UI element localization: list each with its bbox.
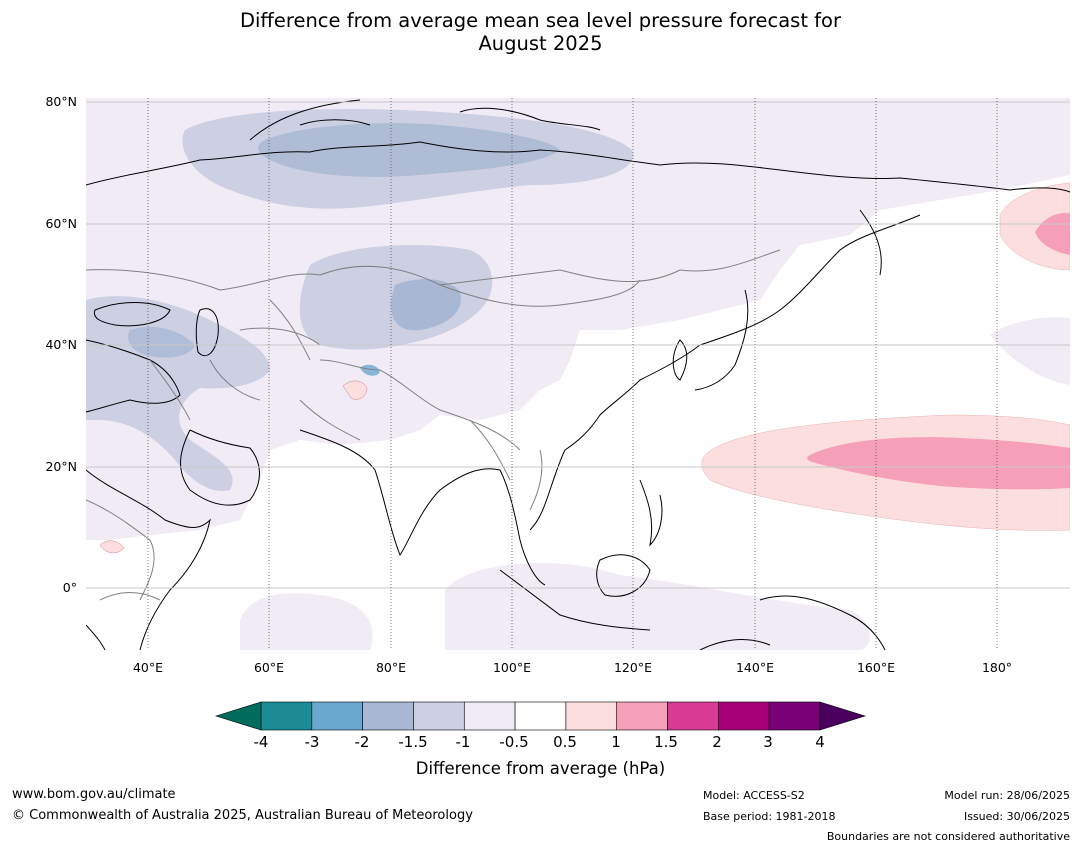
coastline-taymyr: [459, 107, 601, 131]
map-plot: [86, 98, 1070, 650]
map-title: Difference from average mean sea level p…: [0, 9, 1081, 55]
coastline-korea: [672, 339, 688, 381]
colorbar-tick-label: -2: [354, 733, 370, 751]
colorbar-cell: [667, 701, 719, 731]
colorbar-tick-label: 1.5: [654, 733, 678, 751]
colorbar-tick-label: 2: [712, 733, 722, 751]
coastline-mediterranean: [86, 339, 181, 413]
base-period: Base period: 1981-2018: [703, 810, 836, 823]
anomaly-region-pos05-himalaya: [342, 380, 368, 400]
border-russia-south: [86, 249, 781, 291]
latitude-gridlines: [86, 101, 1070, 589]
anomaly-region-neg15-central-asia: [391, 279, 461, 331]
longitude-label-120e: 120°E: [613, 660, 652, 675]
country-borders: [86, 249, 781, 601]
border-china-west: [319, 359, 521, 451]
border-central-asia: [239, 299, 321, 361]
colorbar-tick-label: 1: [611, 733, 621, 751]
coastline-south-asia: [299, 429, 546, 586]
colorbar-cell: [514, 701, 567, 731]
colorbar-cell: [260, 701, 313, 731]
anomaly-region-neg05-pacific: [990, 317, 1070, 385]
longitude-label-160e: 160°E: [856, 660, 895, 675]
anomaly-region-pos05-africa: [99, 540, 125, 554]
coastline-sumatra-java: [499, 569, 651, 631]
longitude-label-180: 180°: [981, 660, 1013, 675]
model-name: Model: ACCESS-S2: [703, 789, 805, 802]
anomaly-region-pos1-northeast-pacific: [1035, 212, 1070, 255]
coastline-philippines: [639, 479, 663, 547]
border-middle-east: [149, 359, 261, 421]
positive-anomaly-regions: [99, 182, 1070, 554]
coastline-australia-north: [699, 639, 771, 650]
longitude-label-80e: 80°E: [375, 660, 407, 675]
colorbar-tick-label: -0.5: [499, 733, 529, 751]
latitude-label-80n: 80°N: [45, 94, 77, 109]
colorbar-cell: [616, 701, 668, 731]
colorbar-cell: [362, 701, 414, 731]
colorbar-tick-label: 4: [815, 733, 825, 751]
colorbar-tick-label: -4: [253, 733, 269, 751]
colorbar-label: Difference from average (hPa): [415, 759, 666, 778]
colorbar-tick-label: -1: [455, 733, 471, 751]
coastline-arctic-eurasia: [86, 141, 1070, 193]
boundaries-disclaimer: Boundaries are not considered authoritat…: [826, 830, 1070, 843]
anomaly-region-neg05-indian: [445, 563, 870, 650]
website-url[interactable]: www.bom.gov.au/climate: [12, 787, 176, 802]
latitude-label-20n: 20°N: [45, 459, 77, 474]
colorbar-cells: [260, 701, 821, 731]
longitude-label-60e: 60°E: [253, 660, 285, 675]
issued-date: Issued: 30/06/2025: [963, 810, 1070, 823]
colorbar-cell: [565, 701, 618, 731]
map-title-line-2: August 2025: [478, 32, 603, 55]
coastline-new-guinea: [759, 595, 886, 650]
coastline-east-asia: [529, 214, 921, 531]
longitude-label-140e: 140°E: [735, 660, 774, 675]
coastline-kamchatka: [859, 209, 882, 276]
colorbar-cell: [413, 701, 465, 731]
map-title-line-1: Difference from average mean sea level p…: [240, 9, 841, 32]
coastline-black-sea: [93, 302, 171, 327]
coastline-arabia: [180, 429, 260, 506]
colorbar-tick-label: 0.5: [553, 733, 577, 751]
border-south-asia: [299, 399, 543, 511]
anomaly-region-neg15-siberia: [258, 123, 560, 177]
coastline-japan: [694, 289, 749, 391]
colorbar-tick-label: 3: [763, 733, 773, 751]
latitude-label-40n: 40°N: [45, 337, 77, 352]
colorbar-tick-label: -1.5: [398, 733, 428, 751]
latitude-label-equator: 0°: [62, 580, 77, 595]
colorbar-tick-label: -3: [304, 733, 320, 751]
latitude-label-60n: 60°N: [45, 216, 77, 231]
colorbar-cell: [718, 701, 770, 731]
anomaly-region-pos1-pacific: [807, 437, 1070, 490]
colorbar-under-arrow: [214, 701, 262, 731]
border-africa: [86, 499, 161, 601]
coastline-africa-horn: [86, 469, 211, 650]
coastline-madagascar: [86, 624, 106, 650]
colorbar: [214, 701, 867, 731]
longitude-label-40e: 40°E: [132, 660, 164, 675]
colorbar-cell: [463, 701, 516, 731]
gridlines: [86, 98, 1070, 650]
negative-anomaly-regions: [86, 98, 1070, 650]
anomaly-region-neg05-south-west: [240, 593, 373, 650]
copyright-notice: © Commonwealth of Australia 2025, Austra…: [12, 808, 473, 823]
coastline-caspian: [195, 308, 219, 357]
border-mongolia: [439, 279, 641, 307]
longitude-gridlines: [147, 98, 998, 650]
model-run-date: Model run: 28/06/2025: [944, 789, 1070, 802]
colorbar-cell: [768, 701, 821, 731]
coastline-borneo: [596, 554, 651, 597]
anomaly-region-neg2-tibet: [360, 364, 380, 376]
longitude-label-100e: 100°E: [492, 660, 531, 675]
anomaly-region-neg15-caspian: [128, 326, 195, 358]
colorbar-cell: [311, 701, 363, 731]
colorbar-over-arrow: [819, 701, 867, 731]
